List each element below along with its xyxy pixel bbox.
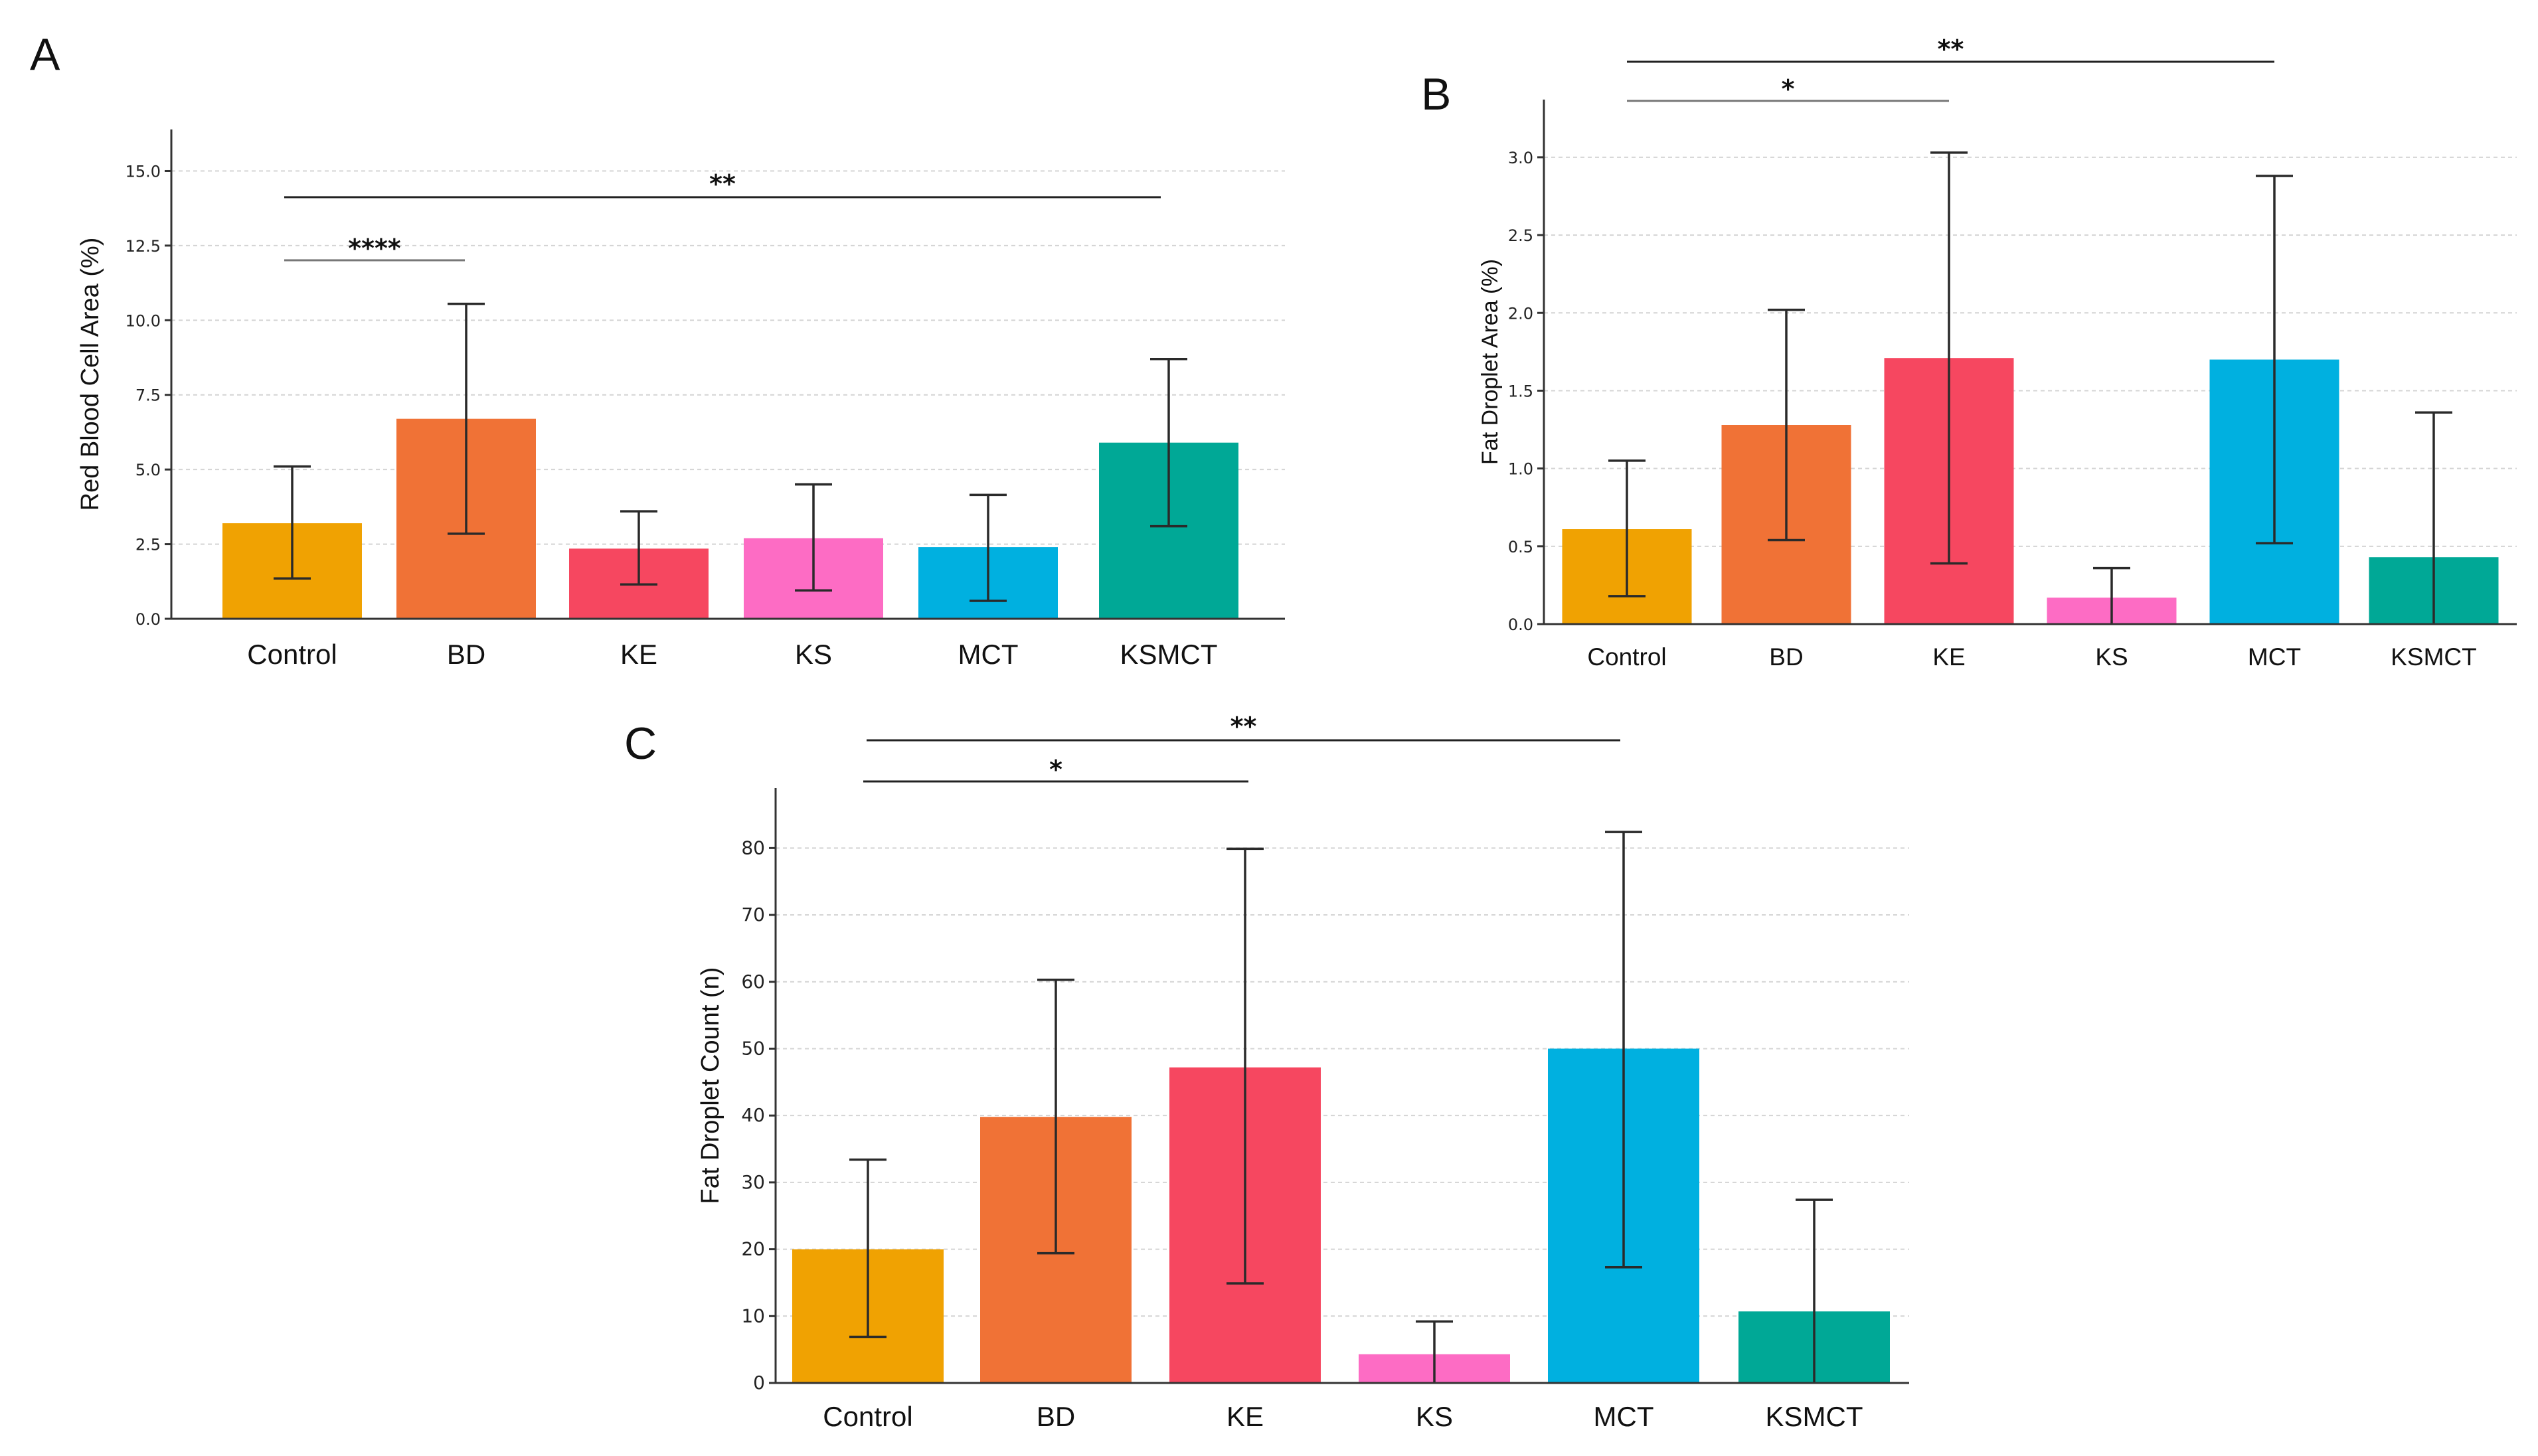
y-tick-label: 50 xyxy=(741,1037,765,1059)
y-axis-label: Fat Droplet Area (%) xyxy=(1478,259,1503,465)
y-tick-label: 12.5 xyxy=(126,237,161,256)
panel-letter: A xyxy=(30,29,60,80)
y-tick-label: 60 xyxy=(741,971,765,993)
significance-label: * xyxy=(1049,755,1062,784)
y-tick-label: 30 xyxy=(741,1171,765,1193)
y-tick-label: 0.0 xyxy=(1508,615,1533,634)
y-tick-label: 2.0 xyxy=(1508,304,1533,323)
y-tick-label: 70 xyxy=(741,904,765,926)
y-tick-label: 3.0 xyxy=(1508,149,1533,167)
y-tick-label: 1.0 xyxy=(1508,460,1533,479)
y-tick-label: 5.0 xyxy=(135,461,161,479)
category-label: BD xyxy=(1769,643,1803,671)
significance-label: * xyxy=(1782,74,1795,104)
category-label: KE xyxy=(620,639,657,670)
category-label: KSMCT xyxy=(1766,1401,1863,1432)
panel-letter: C xyxy=(624,718,657,769)
significance-label: **** xyxy=(348,234,401,263)
y-tick-label: 20 xyxy=(741,1238,765,1260)
category-label: MCT xyxy=(1594,1401,1654,1432)
y-tick-label: 40 xyxy=(741,1104,765,1126)
category-label: BD xyxy=(1037,1401,1075,1432)
category-label: KS xyxy=(795,639,832,670)
category-label: BD xyxy=(447,639,485,670)
y-tick-label: 2.5 xyxy=(1508,226,1533,245)
panel-letter: B xyxy=(1421,69,1451,120)
y-tick-label: 10.0 xyxy=(126,311,161,330)
y-tick-label: 15.0 xyxy=(126,162,161,181)
y-tick-label: 80 xyxy=(741,837,765,858)
y-tick-label: 1.5 xyxy=(1508,382,1533,400)
category-label: Control xyxy=(247,639,337,670)
y-tick-label: 0.5 xyxy=(1508,538,1533,556)
category-label: KSMCT xyxy=(2391,643,2477,671)
category-label: KSMCT xyxy=(1120,639,1218,670)
significance-label: ** xyxy=(1938,35,1964,64)
category-label: KE xyxy=(1227,1401,1264,1432)
y-axis-label: Fat Droplet Count (n) xyxy=(697,967,724,1204)
category-label: KE xyxy=(1932,643,1965,671)
category-label: KS xyxy=(2095,643,2128,671)
category-label: KS xyxy=(1416,1401,1453,1432)
y-tick-label: 7.5 xyxy=(135,386,161,405)
y-axis-label: Red Blood Cell Area (%) xyxy=(76,238,104,511)
y-tick-label: 0.0 xyxy=(135,610,161,629)
category-label: Control xyxy=(823,1401,912,1432)
significance-label: ** xyxy=(709,169,736,199)
significance-label: ** xyxy=(1230,712,1257,741)
y-tick-label: 2.5 xyxy=(135,536,161,554)
y-tick-label: 0 xyxy=(753,1372,765,1394)
category-label: MCT xyxy=(2248,643,2301,671)
y-tick-label: 10 xyxy=(741,1305,765,1327)
category-label: Control xyxy=(1587,643,1666,671)
category-label: MCT xyxy=(958,639,1019,670)
